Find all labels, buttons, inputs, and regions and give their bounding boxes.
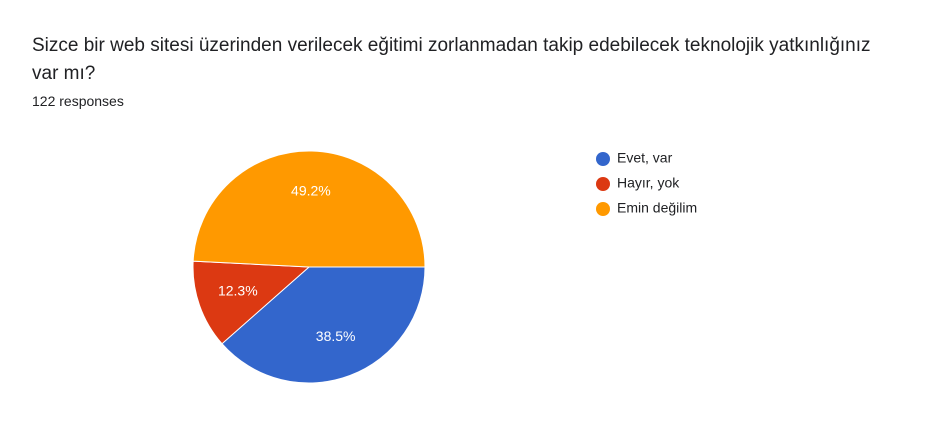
- pie-slice: [221, 266, 426, 384]
- legend-marker: [596, 152, 610, 166]
- legend-marker: [596, 202, 610, 216]
- chart-title: Sizce bir web sitesi üzerinden verilecek…: [32, 35, 871, 84]
- legend-label: Emin değilim: [617, 200, 697, 216]
- slice-label: 38.5%: [316, 328, 356, 344]
- pie-slice: [192, 150, 426, 268]
- legend-label: Evet, var: [617, 150, 673, 166]
- slice-label: 49.2%: [291, 182, 331, 198]
- pie-slice: [192, 260, 311, 345]
- legend-marker: [596, 177, 610, 191]
- chart-subtitle: 122 responses: [32, 93, 124, 109]
- slice-label: 12.3%: [218, 283, 258, 299]
- legend-label: Hayır, yok: [617, 175, 680, 191]
